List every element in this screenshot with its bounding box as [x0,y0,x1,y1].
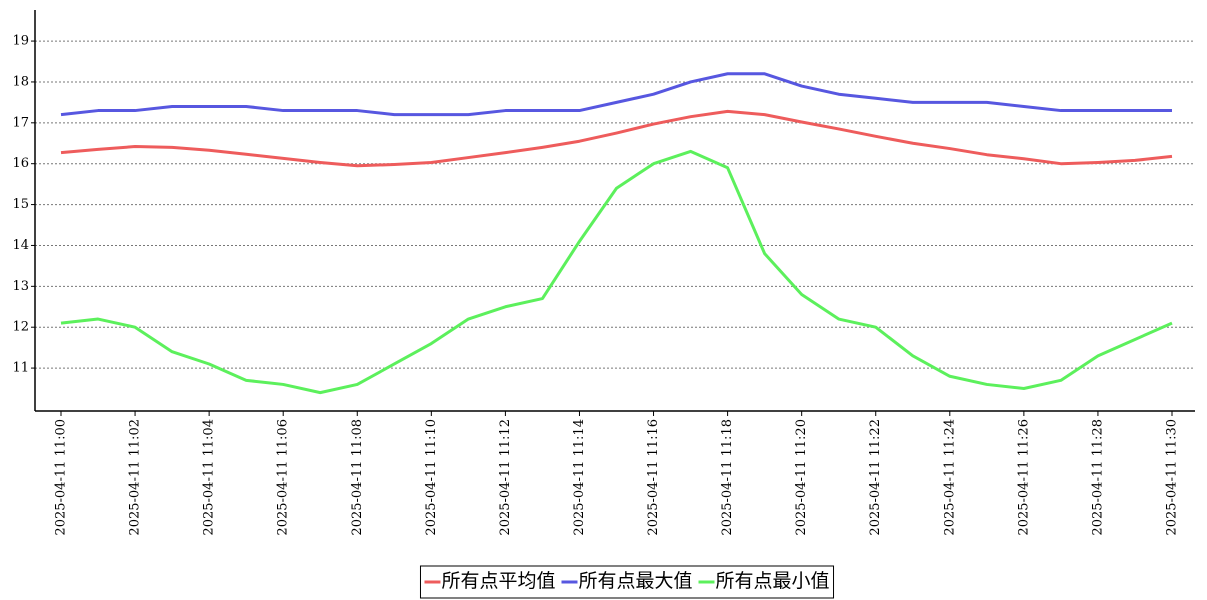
y-tick-label: 13 [12,279,29,294]
x-tick-label: 2025-04-11 11:28 [1090,419,1105,536]
x-tick-label: 2025-04-11 11:26 [1016,419,1031,536]
x-tick-label: 2025-04-11 11:02 [128,419,143,536]
y-tick-label: 11 [12,361,29,376]
y-tick-label: 18 [12,74,29,89]
x-tick-label: 2025-04-11 11:08 [350,419,365,536]
x-tick-label: 2025-04-11 11:12 [498,419,513,536]
x-tick-label: 2025-04-11 11:00 [54,419,69,536]
legend: 所有点平均值 所有点最大值 所有点最小值 [419,565,835,599]
series-line [60,109,1173,168]
y-tick-label: 14 [12,238,29,253]
x-tick-label: 2025-04-11 11:24 [942,419,957,536]
x-tick-label: 2025-04-11 11:10 [424,419,439,536]
x-tick-label: 2025-04-11 11:30 [1165,419,1180,536]
x-tick-label: 2025-04-11 11:20 [794,419,809,536]
y-tick-label: 15 [12,197,29,212]
x-tick-label: 2025-04-11 11:18 [720,419,735,536]
series-line [60,149,1173,395]
x-tick-label: 2025-04-11 11:06 [276,419,291,536]
y-tick-label: 19 [12,34,29,49]
series-line [60,72,1172,117]
y-tick-label: 17 [12,115,29,130]
x-tick-label: 2025-04-11 11:22 [868,419,883,536]
x-tick-label: 2025-04-11 11:16 [646,419,661,536]
legend-label: 所有点最大值 [578,570,692,592]
legend-box [419,565,835,599]
legend-label: 所有点平均值 [441,570,555,592]
y-tick-label: 16 [12,156,29,171]
legend-label: 所有点最小值 [716,570,830,592]
x-tick-label: 2025-04-11 11:04 [202,419,217,536]
y-tick-label: 12 [12,320,29,335]
x-tick-label: 2025-04-11 11:14 [572,419,587,536]
